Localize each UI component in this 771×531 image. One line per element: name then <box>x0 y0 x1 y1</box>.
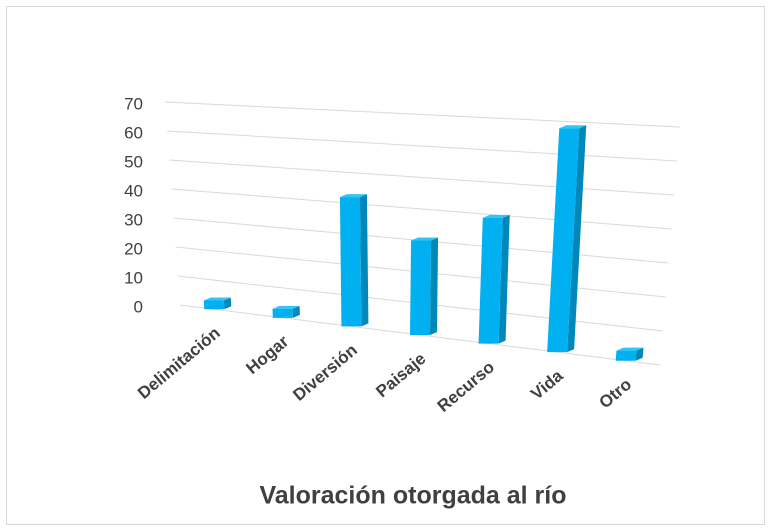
bar-side <box>223 297 232 310</box>
bar-side <box>567 125 587 353</box>
bar-front <box>547 128 580 353</box>
bar-front <box>478 217 503 344</box>
bar-front <box>272 308 293 318</box>
bar-top <box>616 347 644 351</box>
bar-front <box>615 350 637 361</box>
y-tick-label: 30 <box>124 210 143 229</box>
bar <box>339 194 369 327</box>
grid-line <box>164 101 681 128</box>
y-tick-label: 0 <box>134 297 143 316</box>
bar-top <box>339 194 367 198</box>
chart-title: Valoración otorgada al río <box>259 482 566 510</box>
y-tick-label: 70 <box>124 94 143 113</box>
chart-border <box>6 6 765 525</box>
bar <box>272 305 300 318</box>
bar-side <box>430 237 439 335</box>
bar-side <box>292 305 300 318</box>
bar <box>203 297 232 310</box>
bar-top <box>272 305 300 309</box>
bar <box>478 214 510 344</box>
grid-line <box>169 159 675 196</box>
bar-side <box>635 347 644 361</box>
bar-front <box>410 240 432 335</box>
bar-front <box>203 300 225 310</box>
bar <box>547 125 587 353</box>
grid-line <box>167 130 678 162</box>
bar <box>410 237 439 335</box>
y-tick-label: 40 <box>124 181 143 200</box>
y-tick-label: 60 <box>124 123 143 142</box>
y-tick-label: 10 <box>124 268 143 287</box>
bar-side <box>498 214 510 344</box>
bar-top <box>203 297 231 301</box>
bar-front <box>339 197 362 327</box>
bar <box>615 347 644 361</box>
y-tick-label: 20 <box>124 239 143 258</box>
bar-side <box>359 194 369 327</box>
bar-top <box>482 214 510 218</box>
grid-line <box>171 188 672 230</box>
bar-top <box>559 125 587 129</box>
y-tick-label: 50 <box>124 152 143 171</box>
bar-top <box>411 237 439 241</box>
